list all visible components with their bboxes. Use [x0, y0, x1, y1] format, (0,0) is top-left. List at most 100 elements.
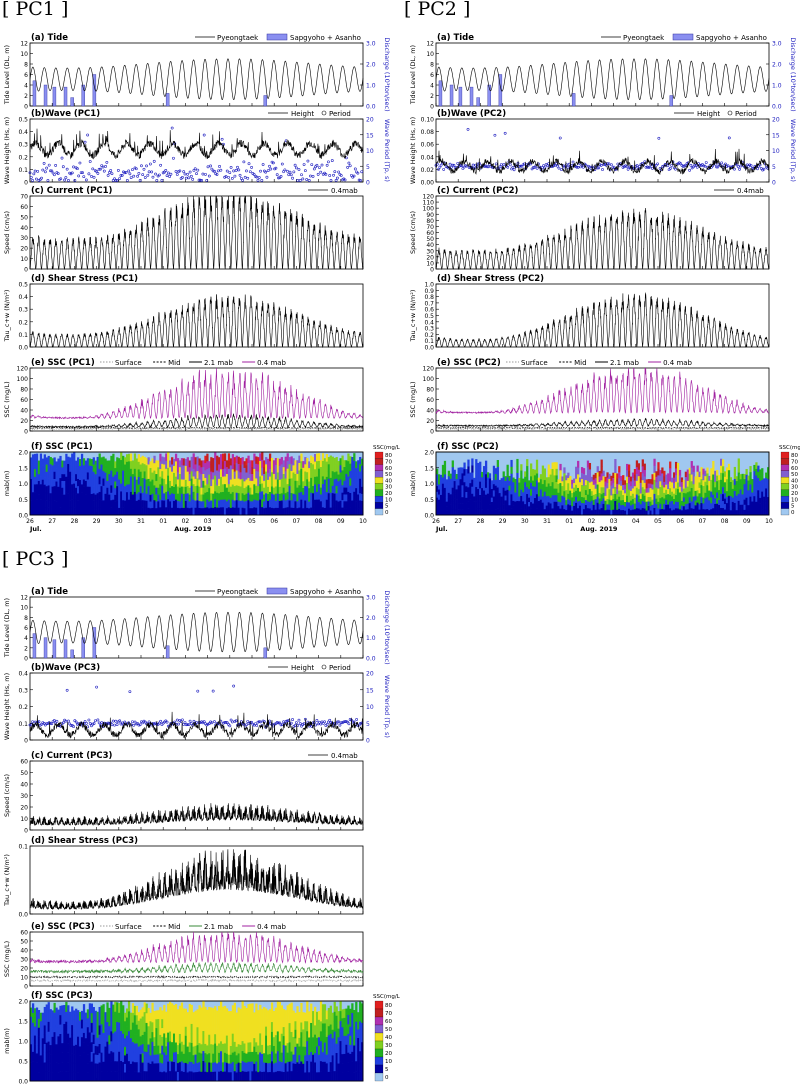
heat-cell	[96, 456, 99, 465]
heat-cell	[178, 494, 182, 502]
heat-cell	[524, 498, 527, 505]
heat-cell	[443, 508, 447, 516]
heat-cell	[172, 1062, 176, 1072]
heat-cell	[631, 483, 635, 489]
heat-cell	[483, 490, 486, 497]
heat-cell	[586, 501, 590, 509]
heat-cell	[761, 479, 764, 487]
heat-cell	[737, 479, 740, 488]
heat-cell	[274, 457, 278, 466]
heat-cell	[86, 479, 90, 487]
heat-cell	[57, 1027, 60, 1037]
heat-cell	[573, 496, 576, 502]
heat-cell	[90, 1061, 93, 1072]
heat-cell	[157, 1010, 160, 1020]
colorbar-tick-label: 5	[385, 504, 389, 510]
heat-cell	[90, 1032, 93, 1043]
heat-cell	[561, 495, 564, 501]
heat-cell	[47, 507, 50, 516]
heat-cell	[184, 472, 188, 481]
heat-cell	[169, 480, 172, 489]
heat-cell	[86, 507, 90, 516]
heat-cell	[223, 491, 227, 500]
heat-cell	[129, 491, 133, 500]
heat-cell	[108, 480, 111, 489]
heat-cell	[139, 1063, 142, 1073]
heat-cell	[347, 453, 350, 462]
heat-cell	[553, 508, 556, 516]
heat-cell	[94, 480, 97, 489]
heat-cell	[116, 1061, 119, 1072]
heat-cell	[192, 468, 195, 477]
x-tick-label: 30	[115, 518, 123, 525]
discharge-bar	[52, 86, 57, 107]
heat-cell	[120, 452, 123, 461]
legend-label: 0.4mab	[331, 187, 358, 195]
y-tick-label: 30	[20, 793, 28, 800]
heat-cell	[172, 1005, 176, 1015]
heat-cell	[178, 1015, 182, 1025]
y-axis-label: mab(m)	[3, 471, 11, 497]
period-point	[50, 169, 54, 173]
heat-cell	[145, 493, 148, 502]
heat-cell	[678, 475, 682, 482]
heat-cell	[484, 487, 488, 495]
heat-cell	[671, 487, 674, 493]
heat-cell	[445, 506, 449, 511]
heat-cell	[475, 494, 478, 502]
x-tick-label: 05	[654, 518, 662, 525]
heat-cell	[308, 461, 311, 469]
y-tick-label: 0.3	[18, 142, 28, 149]
heat-cell	[436, 491, 439, 498]
heat-cell	[157, 501, 160, 509]
heat-cell	[216, 492, 219, 501]
heat-cell	[767, 479, 770, 486]
heat-cell	[626, 476, 629, 484]
heat-cell	[163, 486, 166, 494]
heat-cell	[637, 463, 641, 471]
heat-cell	[463, 462, 466, 470]
y-tick-label: 0	[430, 267, 434, 274]
x-tick-label: 31	[137, 518, 145, 525]
colorbar-tick-label: 60	[385, 466, 392, 472]
heat-cell	[155, 1063, 158, 1073]
heat-cell	[124, 478, 127, 487]
heat-cell	[575, 490, 578, 498]
heat-cell	[172, 1071, 176, 1082]
heat-cell	[445, 479, 449, 485]
heat-cell	[174, 453, 178, 462]
heat-cell	[671, 496, 674, 502]
heat-cell	[145, 507, 148, 516]
y-tick-label: 100	[423, 206, 435, 213]
legend-swatch	[266, 587, 288, 595]
heat-cell	[118, 500, 121, 509]
heat-cell	[192, 476, 195, 485]
period-point	[116, 169, 120, 172]
period-point	[571, 160, 575, 164]
heat-cell	[678, 469, 682, 476]
heat-cell	[347, 507, 350, 516]
heat-cell	[345, 467, 348, 475]
heat-cell	[178, 460, 182, 468]
heat-cell	[247, 500, 250, 508]
heat-cell	[494, 468, 498, 475]
heat-cell	[33, 1035, 37, 1045]
heat-cell	[637, 469, 641, 477]
heat-cell	[359, 471, 362, 480]
period-point	[466, 128, 470, 131]
heat-cell	[49, 478, 52, 487]
heat-cell	[653, 493, 656, 502]
y2-tick-label: 10	[772, 148, 780, 155]
heat-cell	[86, 1009, 90, 1019]
period-point	[612, 165, 616, 169]
heat-cell	[37, 501, 41, 509]
heat-cell	[492, 496, 496, 503]
period-point	[232, 684, 236, 688]
heat-cell	[514, 501, 517, 507]
heat-cell	[124, 1055, 127, 1065]
heat-cell	[127, 1021, 131, 1032]
heat-cell	[461, 497, 464, 504]
heat-cell	[67, 1043, 70, 1053]
heat-cell	[75, 1017, 78, 1028]
